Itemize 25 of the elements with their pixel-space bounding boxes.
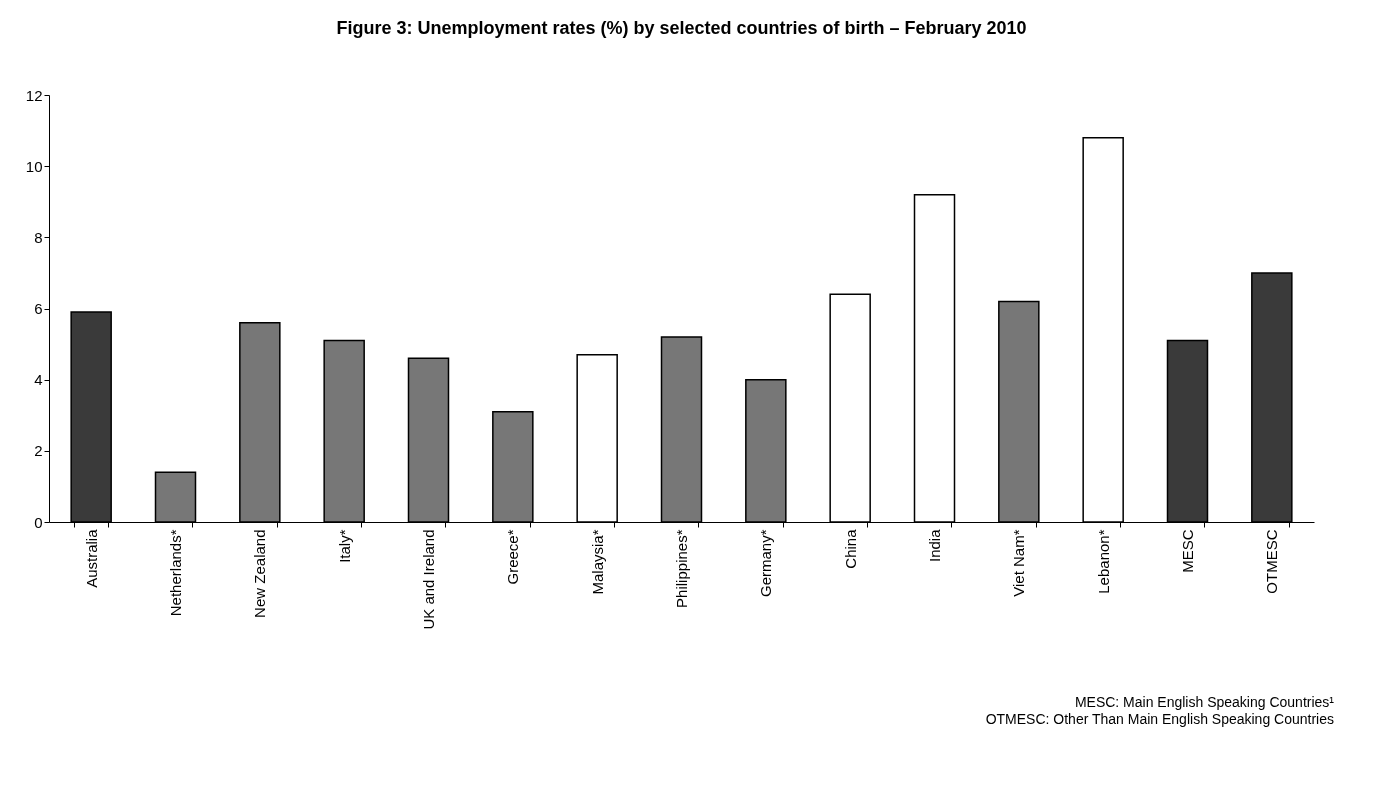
- x-tick-label: MESC: [1179, 529, 1196, 573]
- text: OTMESC: Other Than Main English Speaking Countries: [985, 711, 1334, 727]
- y-tick-label: 0: [34, 513, 43, 531]
- x-tick-label: Germany*: [757, 529, 775, 598]
- x-tick-label: Lebanon*: [1094, 529, 1112, 594]
- y-tick-label: 12: [25, 86, 43, 104]
- x-tick-label: Italy*: [335, 529, 353, 563]
- y-tick-label: 8: [34, 228, 43, 246]
- x-tick-label: OTMESC: [1263, 529, 1281, 594]
- text: MESC: Main English Speaking Countries¹: [1074, 694, 1335, 710]
- y-tick-label: 10: [25, 157, 43, 175]
- y-tick-label: 6: [34, 300, 43, 317]
- x-tick-label: China: [841, 528, 859, 569]
- x-tick-label: Australia: [82, 528, 100, 588]
- x-tick-label: Philippines*: [673, 529, 690, 608]
- x-tick-label: Netherlands*: [167, 529, 184, 617]
- x-tick-label: Greece*: [504, 529, 522, 585]
- x-tick-label: Viet Nam*: [1010, 529, 1028, 597]
- x-tick-label: New Zealand: [251, 529, 269, 618]
- x-tick-label: India: [926, 528, 943, 563]
- chart-title: Figure 3: Unemployment rates (%) by selected countries of birth – February 2010: [336, 18, 1027, 38]
- x-tick-label: UK and Ireland: [420, 529, 437, 630]
- y-tick-label: 2: [34, 442, 43, 460]
- x-tick-label: Malaysia*: [588, 529, 606, 595]
- y-tick-label: 4: [34, 371, 43, 389]
